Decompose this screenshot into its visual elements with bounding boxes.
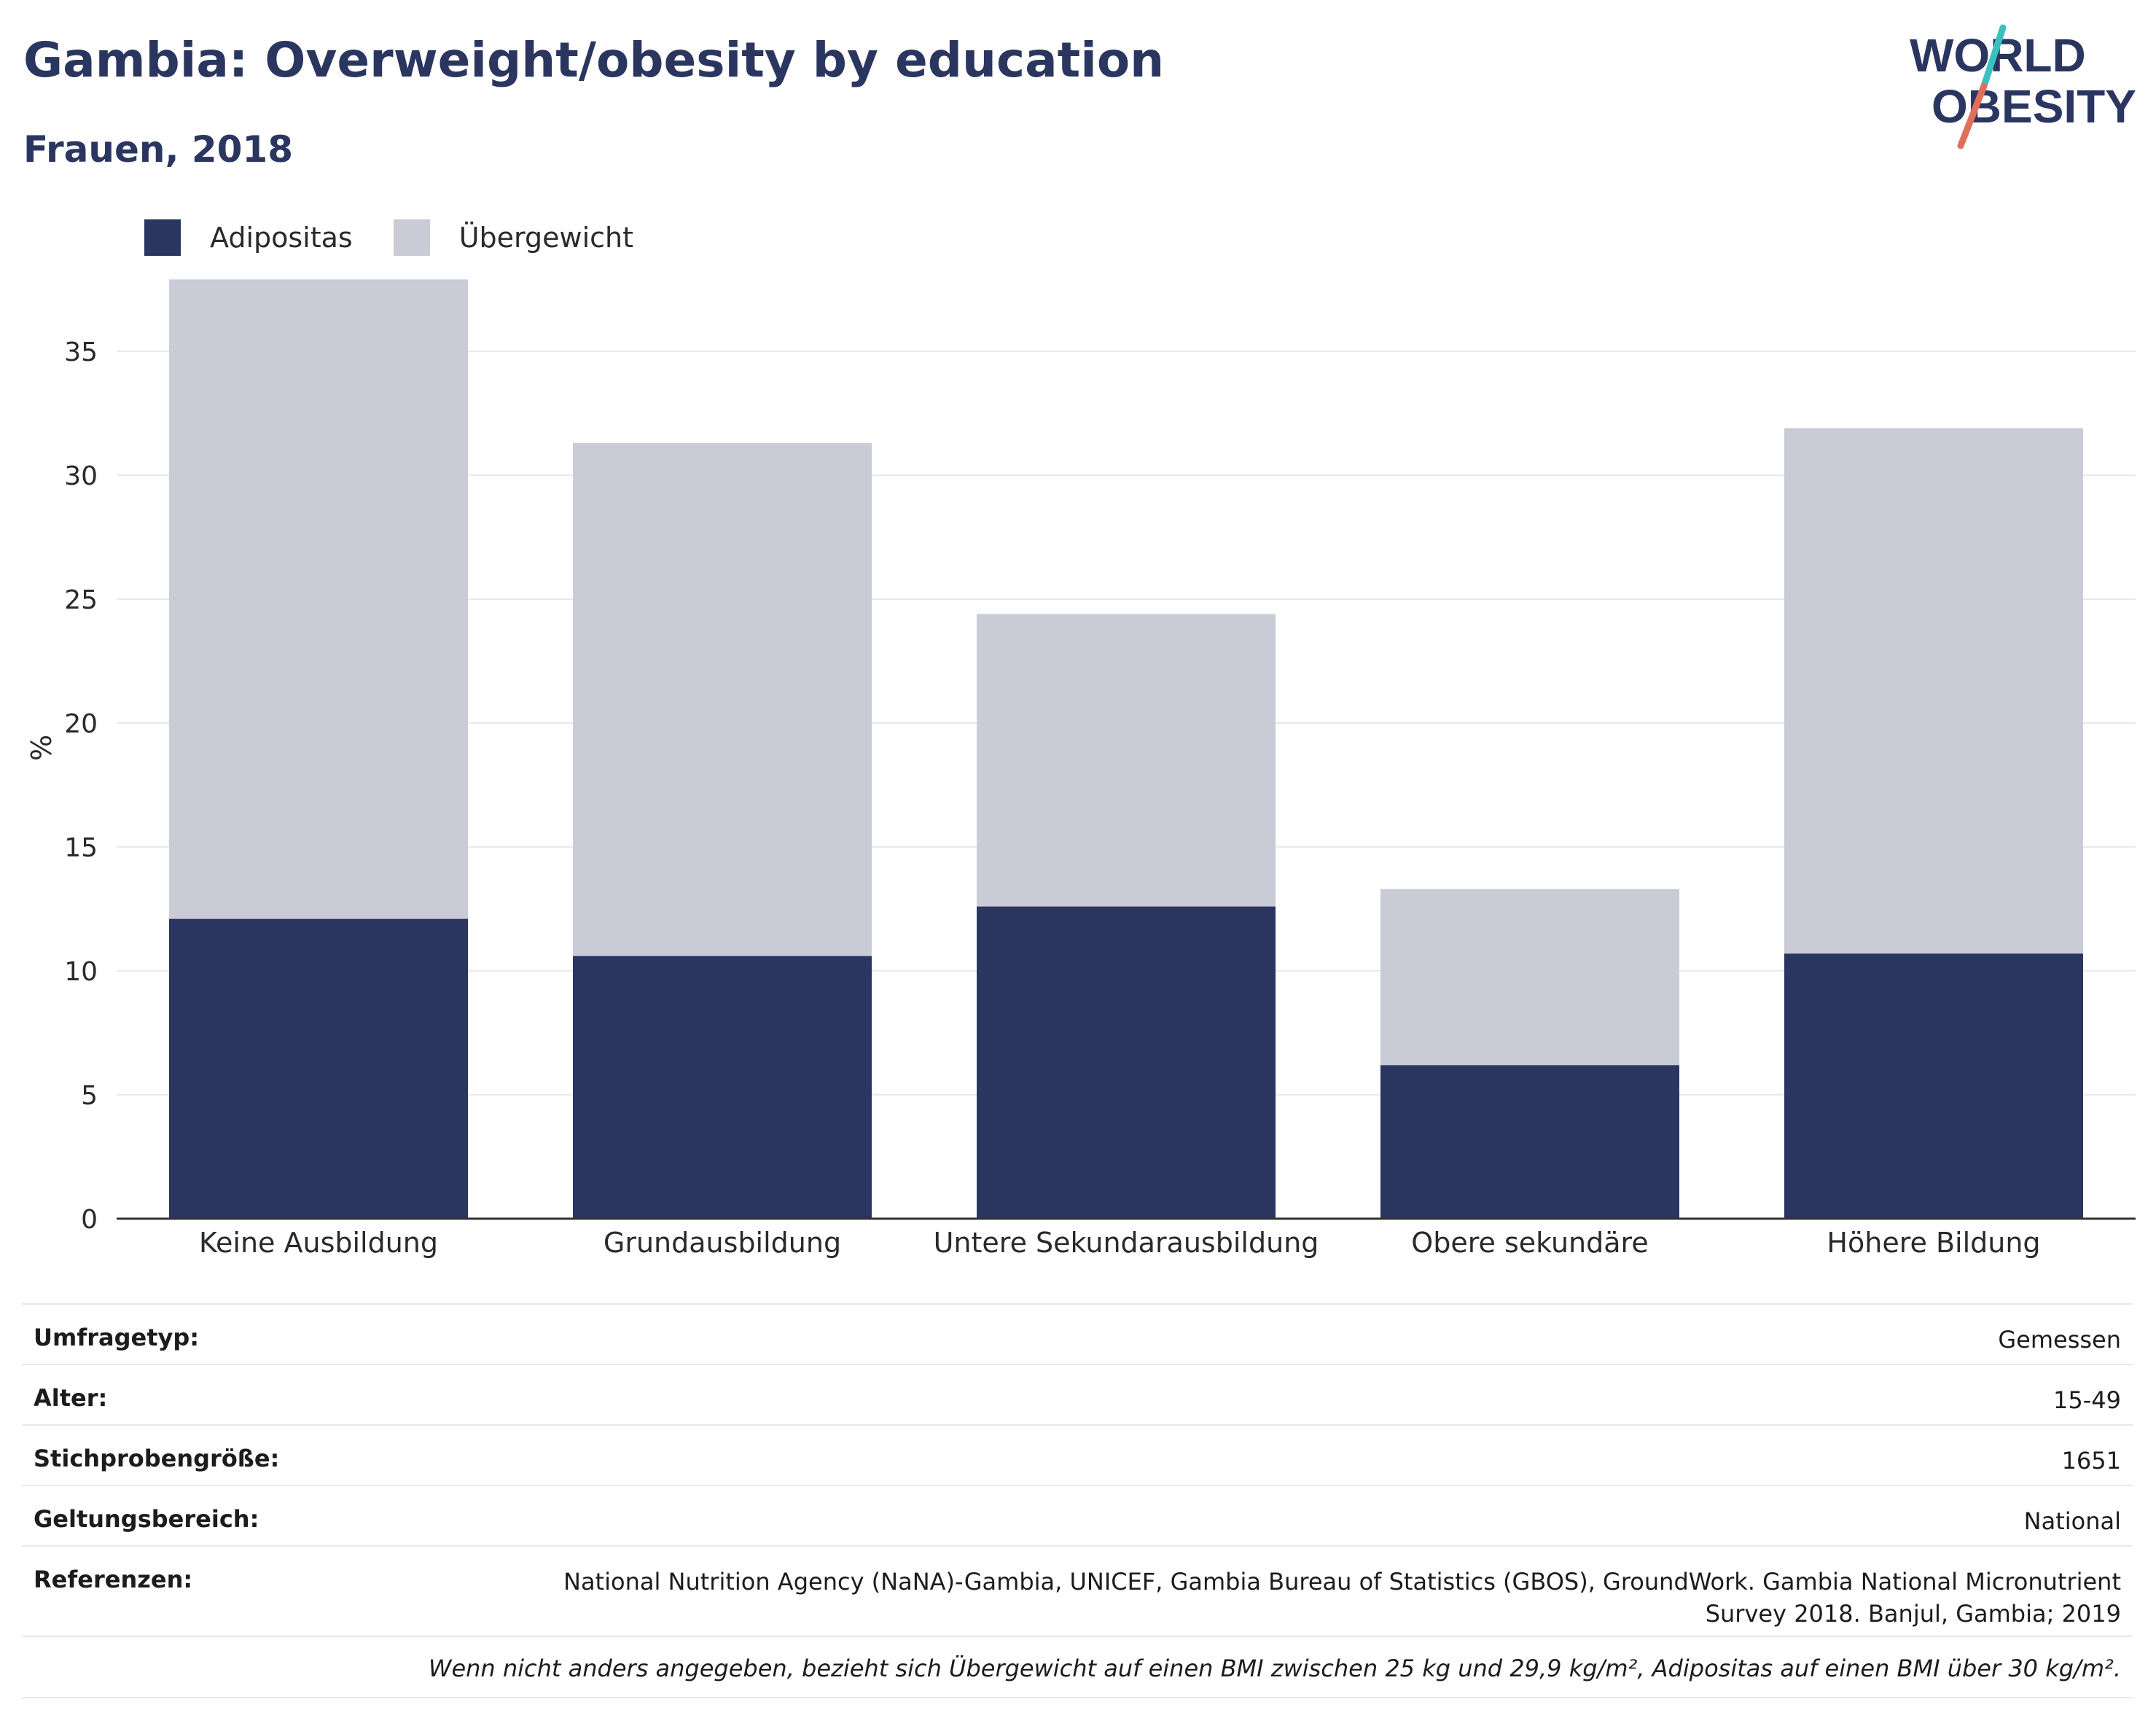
world-obesity-logo: WORLD OBESITY bbox=[1910, 24, 2136, 149]
info-value: 15-49 bbox=[2053, 1386, 2121, 1414]
bar-segment-uebergewicht bbox=[1784, 428, 2083, 954]
legend-swatch-adipositas bbox=[144, 219, 181, 256]
chart-legend: Adipositas Übergewicht bbox=[144, 216, 674, 259]
logo-slash-coral bbox=[1957, 82, 1988, 149]
y-tick-label: 20 bbox=[64, 709, 98, 739]
y-tick-label: 25 bbox=[64, 585, 98, 615]
info-value: 1651 bbox=[2061, 1447, 2121, 1475]
y-tick-label: 30 bbox=[64, 461, 98, 491]
logo-slash-teal bbox=[1980, 24, 2007, 90]
info-row-references: Referenzen: National Nutrition Agency (N… bbox=[22, 1545, 2133, 1636]
info-row-scope: Geltungsbereich: National bbox=[22, 1485, 2133, 1545]
bar-segment-uebergewicht bbox=[573, 442, 872, 956]
y-tick-label: 0 bbox=[81, 1205, 98, 1235]
y-tick-label: 10 bbox=[64, 957, 98, 987]
info-row-survey-type: Umfragetyp: Gemessen bbox=[22, 1303, 2133, 1364]
x-tick-label: Untere Sekundarausbildung bbox=[934, 1227, 1319, 1259]
legend-label-adipositas: Adipositas bbox=[210, 222, 353, 254]
y-tick-label: 15 bbox=[64, 833, 98, 863]
info-value: National bbox=[2023, 1507, 2121, 1535]
stacked-bar-chart: 0 5 10 15 20 25 30 35% Keine Ausbildung Grundausb… bbox=[26, 279, 2136, 1259]
logo-text-obesity: OBESITY bbox=[1932, 80, 2136, 133]
info-key: Alter: bbox=[34, 1384, 108, 1412]
info-key: Umfragetyp: bbox=[34, 1324, 200, 1351]
y-tick-label: 35 bbox=[64, 337, 98, 367]
y-tick-label: 5 bbox=[81, 1081, 98, 1111]
bar-segment-uebergewicht bbox=[977, 614, 1276, 907]
references-line-2: Survey 2018. Banjul, Gambia; 2019 bbox=[1705, 1600, 2121, 1628]
references-value: National Nutrition Agency (NaNA)-Gambia,… bbox=[563, 1566, 2121, 1630]
x-tick-label: Höhere Bildung bbox=[1827, 1227, 2040, 1259]
bar-segment-adipositas bbox=[977, 906, 1276, 1219]
bar-segment-adipositas bbox=[573, 956, 872, 1219]
legend-item-adipositas[interactable]: Adipositas bbox=[144, 219, 353, 256]
info-key: Geltungsbereich: bbox=[34, 1505, 259, 1533]
bar-segment-uebergewicht bbox=[169, 279, 468, 919]
bar-segment-adipositas bbox=[1380, 1065, 1679, 1219]
bmi-definition-note: Wenn nicht anders angegeben, bezieht sic… bbox=[22, 1636, 2133, 1698]
info-key: Referenzen: bbox=[34, 1566, 193, 1593]
info-row-age: Alter: 15-49 bbox=[22, 1364, 2133, 1424]
bar-segment-adipositas bbox=[169, 918, 468, 1219]
chart-title: Gambia: Overweight/obesity by education bbox=[23, 32, 1165, 88]
info-value: Gemessen bbox=[1998, 1326, 2121, 1354]
x-tick-label: Keine Ausbildung bbox=[199, 1227, 438, 1259]
info-row-sample-size: Stichprobengröße: 1651 bbox=[22, 1424, 2133, 1485]
legend-swatch-uebergewicht bbox=[393, 219, 430, 256]
legend-label-uebergewicht: Übergewicht bbox=[458, 222, 633, 254]
y-axis-label: % bbox=[26, 735, 58, 761]
x-tick-label: Obere sekundäre bbox=[1411, 1227, 1648, 1259]
x-tick-label: Grundausbildung bbox=[604, 1227, 841, 1259]
legend-item-uebergewicht[interactable]: Übergewicht bbox=[393, 219, 633, 256]
references-line-1: National Nutrition Agency (NaNA)-Gambia,… bbox=[563, 1568, 2121, 1596]
survey-info-table: Umfragetyp: Gemessen Alter: 15-49 Stichp… bbox=[22, 1303, 2133, 1698]
info-key: Stichprobengröße: bbox=[34, 1445, 280, 1472]
bar-segment-adipositas bbox=[1784, 953, 2083, 1219]
bar-segment-uebergewicht bbox=[1380, 889, 1679, 1066]
chart-subtitle: Frauen, 2018 bbox=[23, 128, 294, 171]
